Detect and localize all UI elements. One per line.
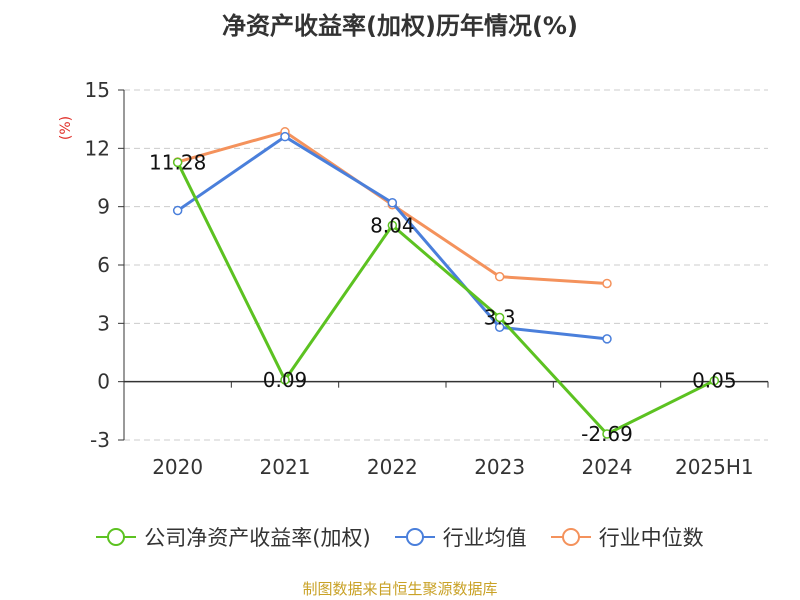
x-tick-label: 2022 bbox=[367, 455, 418, 479]
legend: 公司净资产收益率(加权) 行业均值 行业中位数 bbox=[0, 520, 800, 554]
data-point bbox=[602, 334, 612, 344]
y-tick-label: 0 bbox=[97, 370, 110, 394]
legend-swatch bbox=[394, 528, 435, 546]
legend-label: 公司净资产收益率(加权) bbox=[144, 526, 371, 550]
y-tick-label: 6 bbox=[97, 253, 110, 277]
legend-item[interactable]: 行业中位数 bbox=[550, 522, 704, 552]
legend-item[interactable]: 公司净资产收益率(加权) bbox=[96, 522, 371, 552]
data-label: -2.69 bbox=[581, 422, 633, 446]
data-point bbox=[387, 220, 398, 231]
data-label: 3.3 bbox=[484, 306, 516, 330]
y-tick-label: 15 bbox=[85, 78, 110, 102]
data-label: 0.09 bbox=[263, 368, 308, 392]
series-line bbox=[176, 161, 716, 436]
data-point bbox=[494, 322, 505, 332]
data-label: 0.05 bbox=[692, 369, 737, 393]
x-tick-label: 2023 bbox=[474, 455, 525, 479]
chart-title: 净资产收益率(加权)历年情况(%) bbox=[222, 12, 578, 40]
axis-layer: -3 0 3 6 9 12 15 2020 2021 2022 2023 2024 2025H1 (%) bbox=[58, 78, 769, 479]
x-tick-label: 2020 bbox=[152, 455, 203, 479]
y-tick-label: 12 bbox=[85, 136, 110, 160]
label-layer: 11.28 0.09 8.04 3.3 -2.69 0.05 bbox=[149, 150, 737, 446]
x-tick-label: 2025H1 bbox=[675, 455, 754, 479]
data-point bbox=[709, 375, 720, 386]
data-point bbox=[602, 429, 612, 439]
y-tick-label: 3 bbox=[97, 311, 110, 335]
data-label: 11.28 bbox=[149, 150, 206, 174]
data-point bbox=[172, 205, 183, 216]
x-tick-label: 2024 bbox=[582, 455, 633, 479]
y-axis-label: (%) bbox=[58, 116, 74, 140]
data-point bbox=[494, 312, 505, 323]
legend-label: 行业均值 bbox=[442, 526, 527, 550]
legend-item[interactable]: 行业均值 bbox=[394, 522, 527, 552]
x-tick-label: 2021 bbox=[260, 455, 311, 479]
y-tick-label: -3 bbox=[90, 428, 110, 452]
data-point bbox=[172, 157, 183, 168]
y-tick-label: 9 bbox=[97, 195, 110, 219]
legend-swatch bbox=[550, 528, 591, 546]
data-label: 8.04 bbox=[370, 213, 415, 237]
legend-swatch bbox=[96, 528, 137, 546]
series-line bbox=[176, 135, 608, 341]
series-layer bbox=[172, 127, 720, 439]
data-point bbox=[602, 278, 612, 289]
data-point bbox=[494, 271, 505, 282]
data-point bbox=[280, 131, 290, 142]
legend-label: 行业中位数 bbox=[598, 526, 704, 550]
data-point bbox=[280, 375, 290, 385]
data-point bbox=[387, 198, 398, 208]
data-source-note: 制图数据来自恒生聚源数据库 bbox=[302, 580, 498, 598]
